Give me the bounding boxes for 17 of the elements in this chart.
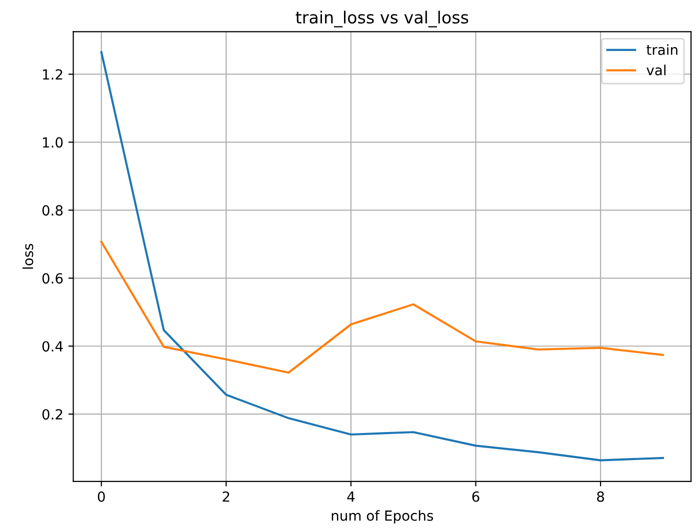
x-tick-label: 4 — [347, 492, 355, 502]
x-tick-label: 6 — [472, 491, 480, 502]
x-axis-title: num of Epochs — [332, 510, 434, 524]
y-tick-label: 0.8 — [42, 205, 63, 216]
x-tick-label: 8 — [597, 491, 604, 502]
chart-title: train_loss vs val_loss — [296, 10, 468, 28]
y-tick-label: 1.0 — [43, 137, 63, 148]
x-tick-label: 2 — [222, 491, 230, 502]
line-series — [100, 240, 664, 374]
legend-label: train — [646, 44, 678, 55]
y-tick-label: 0.4 — [42, 341, 63, 352]
y-axis-title: loss — [22, 244, 34, 269]
y-tick-label: 0.6 — [42, 273, 63, 284]
y-tick-label: 0.2 — [42, 409, 62, 420]
y-tick-label: 1.2 — [43, 69, 62, 80]
x-tick-label: 0 — [98, 491, 105, 502]
legend-label: val — [646, 64, 666, 76]
